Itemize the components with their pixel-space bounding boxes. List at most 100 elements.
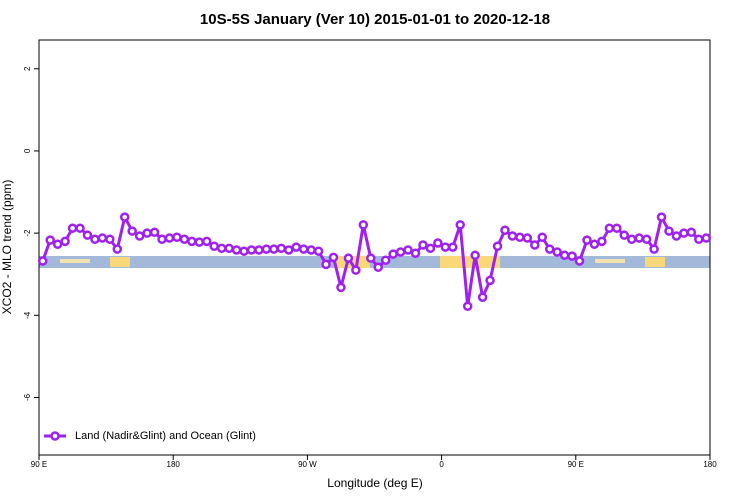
data-point <box>589 239 600 249</box>
y-tick-label: 2 <box>23 66 32 71</box>
x-axis-label: Longitude (deg E) <box>327 476 422 490</box>
data-point <box>328 252 339 263</box>
data-point <box>507 231 518 241</box>
data-point <box>567 251 577 261</box>
data-point <box>202 236 212 247</box>
x-tick-label: 180 <box>703 460 717 469</box>
data-point <box>537 232 547 242</box>
data-point <box>500 225 510 235</box>
data-point <box>149 227 160 238</box>
data-point <box>127 226 137 236</box>
data-point <box>694 234 704 245</box>
data-point <box>380 255 391 265</box>
x-tick-label: 90 E <box>31 460 47 469</box>
data-point <box>216 243 227 254</box>
data-point <box>112 244 123 254</box>
data-point <box>119 212 130 222</box>
data-point <box>388 249 398 259</box>
data-point <box>641 234 652 245</box>
data-point <box>157 234 167 245</box>
data-point <box>552 247 562 257</box>
data-point <box>604 223 615 233</box>
data-point <box>485 275 495 286</box>
plot-frame <box>38 39 711 456</box>
data-point <box>269 244 279 254</box>
y-axis-label: XCO2 - MLO trend (ppm) <box>0 180 14 315</box>
data-point <box>612 223 622 233</box>
data-point <box>395 247 406 257</box>
data-point <box>97 233 108 243</box>
data-point <box>90 234 100 245</box>
data-point <box>671 231 682 241</box>
y-tick-label: -6 <box>23 393 32 401</box>
data-point <box>619 230 630 240</box>
data-point <box>45 235 55 245</box>
land-patch <box>595 259 625 263</box>
x-tick-label: 90 E <box>568 460 584 469</box>
land-patch <box>60 259 90 263</box>
data-point <box>254 245 264 255</box>
data-point <box>105 234 115 245</box>
data-point <box>239 246 249 256</box>
data-point <box>246 245 257 255</box>
data-point <box>321 259 331 270</box>
data-point <box>656 212 667 222</box>
data-point <box>679 228 689 238</box>
data-point <box>82 230 93 240</box>
data-point <box>351 265 361 275</box>
data-point <box>142 228 152 238</box>
x-tick-label: 0 <box>439 460 444 469</box>
data-point <box>187 236 197 247</box>
data-point <box>477 292 488 302</box>
data-point <box>664 226 674 236</box>
data-point <box>410 248 421 259</box>
data-point <box>686 227 697 238</box>
data-point <box>52 239 63 249</box>
data-point <box>559 250 570 261</box>
data-point <box>403 245 413 255</box>
data-point <box>582 235 592 245</box>
data-point <box>134 231 145 241</box>
land-patch <box>110 257 130 267</box>
data-point <box>60 236 70 247</box>
data-point <box>298 244 309 254</box>
chart-title: 10S-5S January (Ver 10) 2015-01-01 to 20… <box>200 11 550 28</box>
data-point <box>164 233 175 243</box>
data-point <box>440 242 451 252</box>
y-tick-label: 0 <box>23 148 32 153</box>
data-point <box>425 243 436 254</box>
data-point <box>492 241 503 252</box>
data-point <box>515 232 525 242</box>
data-point <box>530 240 540 250</box>
data-point <box>418 240 428 250</box>
land-patch <box>440 256 500 268</box>
data-point <box>343 253 354 263</box>
data-point <box>574 256 585 266</box>
data-point <box>75 223 85 233</box>
land-patch <box>645 257 665 267</box>
data-point <box>306 245 316 255</box>
data-point <box>373 262 383 272</box>
data-point <box>634 233 644 243</box>
data-point <box>209 241 219 252</box>
data-point <box>231 245 242 255</box>
x-tick-label: 90 W <box>298 460 317 469</box>
data-point <box>291 242 301 252</box>
data-point <box>284 245 294 255</box>
x-tick-label: 180 <box>167 460 181 469</box>
y-tick-label: -4 <box>23 311 32 319</box>
data-point <box>336 282 346 293</box>
data-point <box>470 250 480 261</box>
data-point <box>37 256 48 266</box>
data-point <box>433 238 443 248</box>
data-point <box>522 233 533 243</box>
data-point <box>366 253 376 263</box>
legend-marker <box>50 431 60 441</box>
data-point <box>224 243 234 254</box>
data-point <box>276 243 287 254</box>
data-point <box>194 237 205 247</box>
data-point <box>455 220 465 230</box>
data-point <box>597 236 607 247</box>
data-point <box>172 232 182 242</box>
